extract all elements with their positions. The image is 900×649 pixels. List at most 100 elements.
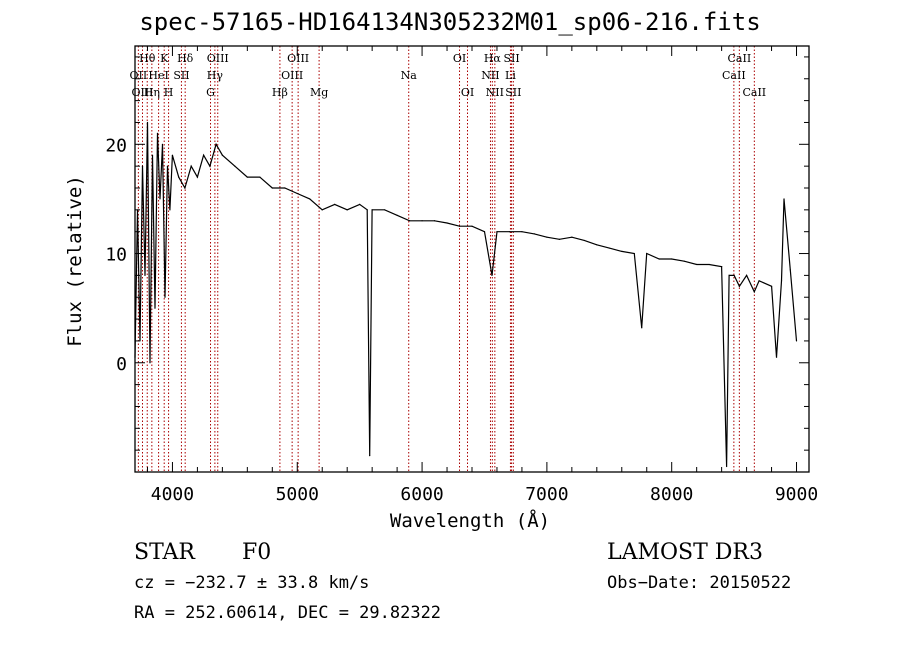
spectrum-point bbox=[321, 209, 323, 211]
x-tick-label: 5000 bbox=[276, 484, 319, 505]
line-label-7: SII bbox=[173, 69, 189, 82]
line-label-0: Hθ bbox=[139, 52, 156, 65]
y-axis-label: Flux (relative) bbox=[64, 175, 86, 347]
spectrum-point bbox=[271, 187, 273, 189]
line-label-21: NII bbox=[486, 86, 504, 99]
line-label-14: OIII bbox=[287, 52, 309, 65]
spectrum-point bbox=[259, 176, 261, 178]
spectrum-point bbox=[596, 244, 598, 246]
line-label-22: SII bbox=[503, 52, 519, 65]
spectrum-point bbox=[141, 165, 144, 167]
spectrum-point bbox=[683, 260, 685, 262]
spectrum-point bbox=[215, 143, 217, 145]
spectrum-line bbox=[134, 122, 798, 467]
chart-title: spec-57165-HD164134N305232M01_sp06-216.f… bbox=[139, 8, 761, 36]
spectrum-point bbox=[758, 280, 760, 282]
object-subclass: F0 bbox=[242, 540, 272, 565]
spectrum-point bbox=[728, 274, 730, 276]
redshift-text: cz = −232.7 ± 33.8 km/s bbox=[134, 573, 370, 593]
line-label-8: Hδ bbox=[177, 52, 194, 65]
spectrum-point bbox=[234, 165, 236, 167]
spectrum-point bbox=[496, 231, 498, 233]
spectrum-point bbox=[146, 121, 149, 124]
spectrum-point bbox=[366, 209, 368, 211]
spectrum-point bbox=[633, 252, 635, 255]
x-tick-label: 6000 bbox=[400, 484, 443, 505]
spectrum-point bbox=[164, 296, 166, 298]
line-label-1: OII bbox=[130, 69, 148, 82]
spectrum-point bbox=[159, 198, 161, 200]
y-tick-label: 0 bbox=[116, 354, 127, 375]
line-label-26: CaII bbox=[728, 52, 752, 65]
spectrum-point bbox=[433, 220, 436, 222]
spectrum-point bbox=[753, 291, 755, 293]
spectrum-point bbox=[641, 327, 643, 329]
spectrum-point bbox=[780, 280, 783, 282]
x-tick-label: 8000 bbox=[650, 484, 693, 505]
line-label-3: Hη bbox=[144, 86, 160, 99]
spectrum-point bbox=[396, 214, 398, 216]
spectrum-point bbox=[209, 165, 211, 167]
line-label-13: OIII bbox=[281, 69, 303, 82]
spectrum-point bbox=[369, 455, 371, 457]
coordinates: RA = 252.60614, DEC = 29.82322 bbox=[134, 603, 442, 623]
spectrum-point bbox=[171, 154, 174, 156]
spectrum-point bbox=[508, 231, 511, 233]
spectrum-point bbox=[149, 362, 151, 364]
line-label-9: OIII bbox=[207, 52, 229, 65]
spectrum-point bbox=[458, 225, 461, 227]
spectrum-point bbox=[789, 269, 791, 271]
spectrum-point bbox=[246, 176, 248, 178]
line-label-25: CaII bbox=[722, 69, 746, 82]
line-label-5: K bbox=[160, 52, 169, 65]
line-label-17: OI bbox=[453, 52, 466, 65]
spectrum-point bbox=[384, 209, 386, 211]
x-tick-label: 7000 bbox=[525, 484, 568, 505]
line-label-11: G bbox=[206, 86, 215, 99]
line-label-4: HeI bbox=[148, 69, 168, 82]
spectrum-point bbox=[144, 274, 146, 276]
spectrum-point bbox=[169, 209, 171, 211]
spectrum-point bbox=[733, 274, 735, 276]
spectrum-point bbox=[154, 307, 156, 309]
x-tick-label: 4000 bbox=[151, 484, 194, 505]
line-label-27: CaII bbox=[742, 86, 766, 99]
spectrum-point bbox=[671, 258, 673, 260]
line-label-16: Na bbox=[401, 69, 418, 82]
spectrum-point bbox=[546, 236, 548, 238]
object-class: STAR bbox=[134, 540, 195, 565]
line-label-6: H bbox=[164, 86, 174, 99]
spectrum-point bbox=[558, 238, 560, 240]
spectrum-point bbox=[775, 356, 778, 358]
spectrum-point bbox=[408, 220, 411, 222]
spectrum-point bbox=[721, 266, 723, 268]
line-label-20: NII bbox=[481, 69, 499, 82]
spectrum-point bbox=[658, 258, 660, 260]
spectrum-point bbox=[203, 154, 205, 156]
spectral-line-markers bbox=[137, 46, 755, 472]
spectrum-point bbox=[696, 263, 698, 266]
spectrum-point bbox=[151, 154, 154, 156]
spectrum-point bbox=[196, 176, 199, 178]
y-tick-label: 20 bbox=[105, 135, 127, 156]
plot-frame bbox=[134, 45, 810, 473]
spectrum-point bbox=[296, 192, 298, 195]
spectrum-point bbox=[334, 203, 336, 205]
x-tick-label: 9000 bbox=[775, 484, 818, 505]
spectrum-point bbox=[346, 209, 348, 211]
spectrum-point bbox=[471, 225, 473, 227]
spectrum-point bbox=[783, 198, 785, 200]
spectrum-point bbox=[421, 220, 423, 222]
spectrum-point bbox=[371, 209, 373, 211]
spectrum-point bbox=[156, 132, 159, 134]
spectrum-point bbox=[359, 203, 361, 205]
spectrum-point bbox=[708, 263, 710, 266]
spectrum-point bbox=[770, 285, 773, 287]
spectrum-point bbox=[221, 154, 223, 156]
spectrum-point bbox=[533, 233, 536, 235]
line-label-2: OIII bbox=[131, 86, 153, 99]
line-label-19: Hα bbox=[484, 52, 502, 65]
spectrum-point bbox=[646, 252, 648, 255]
